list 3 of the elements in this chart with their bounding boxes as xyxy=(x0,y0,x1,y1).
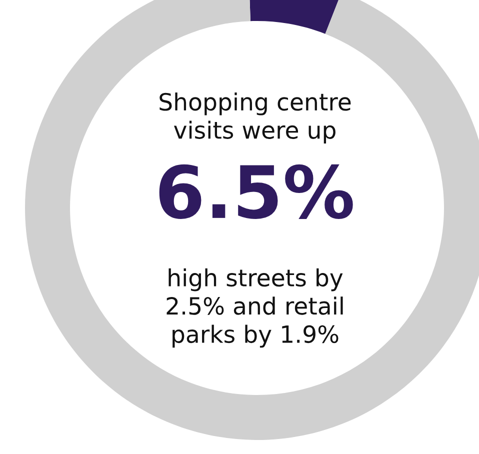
text: 6.5% xyxy=(159,164,353,219)
text: Shopping centre visits were up xyxy=(160,92,351,144)
text: high streets by 2.5% and retail parks by 1.9% xyxy=(166,268,343,348)
